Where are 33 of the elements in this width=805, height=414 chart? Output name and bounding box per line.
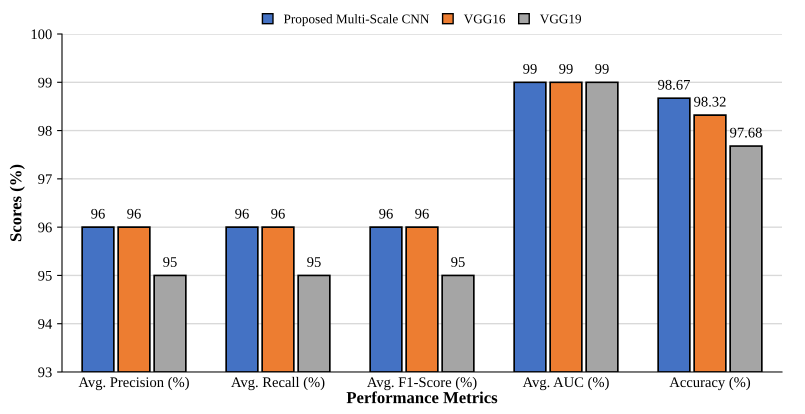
- y-tick-label: 94: [38, 319, 52, 329]
- legend-label: Proposed Multi-Scale CNN: [284, 14, 430, 26]
- data-label: 99: [523, 64, 537, 74]
- data-label: 99: [559, 64, 573, 74]
- x-axis-title: Performance Metrics: [346, 391, 498, 404]
- data-label: 96: [127, 208, 141, 219]
- data-label: 96: [235, 208, 249, 219]
- x-tick-label: Avg. Recall (%): [231, 376, 324, 390]
- x-tick-label: Avg. AUC (%): [522, 376, 609, 390]
- x-tick-label: Avg. Precision (%): [78, 376, 189, 390]
- y-tick-label: 93: [38, 367, 52, 378]
- y-tick-label: 96: [38, 222, 52, 232]
- y-tick-label: 97: [38, 174, 52, 184]
- y-tick-label: 98: [38, 126, 52, 136]
- x-tick-label: Avg. F1-Score (%): [366, 376, 477, 390]
- data-label: 96: [91, 208, 105, 219]
- data-label: 98.32: [694, 96, 726, 107]
- y-tick-label: 99: [38, 78, 52, 88]
- y-tick-label: 100: [32, 29, 52, 40]
- data-label: 96: [415, 208, 429, 219]
- x-tick-label: Accuracy (%): [669, 376, 750, 390]
- legend-label: VGG19: [540, 14, 582, 24]
- data-label: 95: [451, 257, 465, 267]
- data-label: 99: [595, 64, 609, 74]
- y-axis-title: Scores (%): [10, 164, 25, 242]
- data-label: 96: [271, 208, 285, 219]
- data-label: 95: [307, 257, 321, 267]
- data-label: 95: [163, 257, 177, 267]
- data-label: 96: [379, 208, 393, 219]
- data-label: 97.68: [730, 128, 762, 138]
- data-label: 98.67: [658, 80, 690, 90]
- legend-label: VGG16: [464, 14, 506, 24]
- y-tick-label: 95: [38, 270, 52, 281]
